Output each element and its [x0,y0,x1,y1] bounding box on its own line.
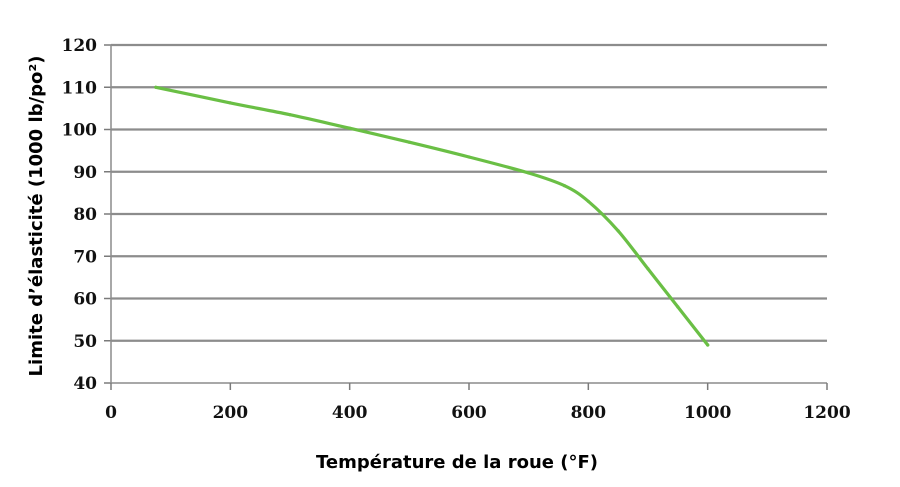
x-tick-label-400: 400 [332,403,368,423]
y-tick-label-100: 100 [62,121,98,141]
data-point-0-11 [676,305,680,309]
data-point-0-5 [467,155,471,159]
y-tick-label-120: 120 [62,36,98,56]
data-point-0-12 [706,343,710,347]
x-axis-title: Température de la roue (°F) [316,452,598,473]
y-tick-label-70: 70 [73,247,97,267]
y-tick-label-60: 60 [73,290,97,310]
y-axis-title: Limite d’élasticité (1000 lb/po²) [26,56,47,377]
x-tick-label-1000: 1000 [684,403,731,423]
x-tick-label-600: 600 [451,403,487,423]
y-tick-label-90: 90 [73,163,97,183]
data-point-0-2 [288,113,292,117]
data-point-0-7 [562,184,567,188]
data-point-0-0 [154,85,158,89]
series-line-0 [154,85,710,347]
y-tick-label-110: 110 [62,78,98,98]
gridlines [111,43,827,342]
y-tick-labels: 40 50 60 70 80 90 100 110 120 [62,36,98,394]
data-point-0-3 [348,126,352,130]
data-point-0-10 [646,267,650,271]
data-point-0-9 [616,229,620,233]
x-tick-labels: 0 200 400 600 800 1000 1200 [105,403,851,423]
x-tick-label-1200: 1200 [803,403,850,423]
x-tick-label-800: 800 [571,403,607,423]
y-tick-label-80: 80 [73,205,97,225]
data-point-0-8 [586,199,590,203]
y-tick-label-50: 50 [73,332,97,352]
axes [104,44,828,390]
x-tick-label-200: 200 [213,403,249,423]
data-point-0-4 [407,140,411,144]
y-tick-label-40: 40 [73,374,97,394]
data-point-0-6 [527,171,531,175]
x-tick-label-0: 0 [105,403,117,423]
data-point-0-1 [228,101,232,105]
series-lines [154,85,710,347]
